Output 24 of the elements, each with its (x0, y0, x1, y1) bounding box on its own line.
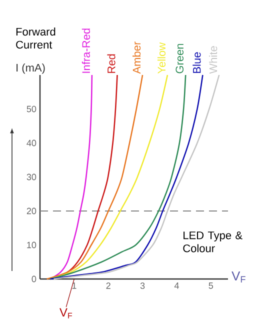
x-tick-label: 4 (174, 282, 179, 289)
annotation: V$_{F}$ (60, 308, 72, 318)
y-axis-title: I (mA) (16, 64, 45, 74)
y-tick-label: 50 (26, 106, 36, 112)
y-tick-label: 40 (26, 140, 36, 146)
text: Blue (192, 52, 201, 73)
x-axis-title: V$_{F}$ (232, 271, 246, 283)
y-tick-label: 20 (26, 208, 36, 214)
text: Amber (132, 42, 141, 74)
line-series (46, 74, 144, 280)
text: White (209, 46, 218, 74)
x-tick-label: 5 (208, 282, 214, 289)
annotation: LED Type & Colour (183, 232, 242, 252)
text: Red (107, 54, 116, 73)
y-tick-label: 10 (27, 242, 36, 248)
text: Yellow (157, 42, 166, 74)
y-tick-label: 0 (32, 276, 36, 282)
y-tick-label: 30 (26, 174, 36, 180)
chart-title: Forward Current (16, 28, 56, 49)
text: Green (176, 44, 184, 74)
x-tick-label: 1 (72, 282, 76, 289)
text: Infra-Red (82, 28, 90, 73)
x-tick-label: 3 (140, 282, 145, 289)
x-tick-label: 2 (106, 282, 110, 289)
